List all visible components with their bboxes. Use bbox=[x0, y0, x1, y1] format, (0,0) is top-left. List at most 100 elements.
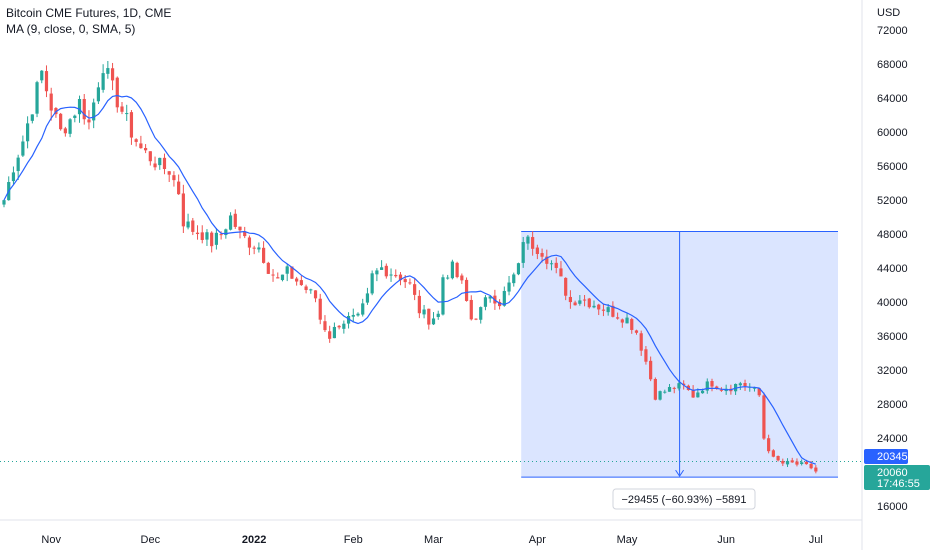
candle bbox=[35, 80, 39, 118]
candle bbox=[59, 112, 63, 131]
candle-body bbox=[280, 274, 285, 281]
candle-body bbox=[738, 383, 742, 386]
candle-body bbox=[649, 360, 653, 380]
candle-body bbox=[125, 113, 129, 115]
candle-body bbox=[158, 157, 162, 166]
candle-body bbox=[521, 242, 525, 263]
candle-body bbox=[431, 318, 436, 325]
candle-body bbox=[762, 395, 766, 439]
candle-body bbox=[592, 305, 596, 308]
candle bbox=[498, 299, 502, 310]
candle-body bbox=[380, 267, 384, 270]
candle bbox=[115, 76, 119, 113]
candle bbox=[776, 455, 780, 462]
candle bbox=[559, 261, 563, 277]
candle bbox=[507, 275, 511, 296]
candle bbox=[394, 269, 398, 278]
candle bbox=[365, 287, 370, 305]
candle bbox=[68, 118, 72, 138]
candle bbox=[573, 300, 577, 306]
candle bbox=[299, 275, 303, 286]
candle-body bbox=[479, 307, 483, 320]
candle bbox=[545, 249, 549, 270]
candle bbox=[129, 110, 134, 145]
candle-body bbox=[77, 99, 82, 115]
candle bbox=[479, 306, 483, 324]
candle-body bbox=[110, 68, 115, 81]
candle bbox=[342, 320, 346, 334]
candle bbox=[578, 295, 582, 306]
candle bbox=[361, 298, 365, 317]
price-tick-label: 68000 bbox=[877, 59, 908, 71]
candle-body bbox=[16, 157, 20, 172]
candle-body bbox=[87, 119, 91, 123]
candle bbox=[266, 261, 270, 275]
candle bbox=[73, 114, 77, 123]
candle-body bbox=[195, 232, 200, 235]
candle-body bbox=[148, 151, 152, 162]
candle-body bbox=[672, 387, 676, 389]
candle-body bbox=[464, 279, 469, 301]
candle-body bbox=[667, 387, 672, 392]
candle bbox=[191, 217, 195, 236]
candle-body bbox=[276, 277, 280, 279]
candle bbox=[488, 295, 492, 303]
candle bbox=[800, 459, 804, 466]
candle bbox=[290, 266, 294, 279]
candle-body bbox=[304, 286, 308, 291]
candle bbox=[516, 262, 521, 276]
measure-label-text: −29455 (−60.93%) −5891 bbox=[621, 494, 746, 506]
time-tick-label: May bbox=[617, 534, 638, 546]
candle-body bbox=[247, 237, 252, 248]
candle bbox=[771, 449, 775, 458]
candle-body bbox=[73, 115, 77, 118]
candle-body bbox=[295, 278, 299, 282]
candle bbox=[11, 166, 16, 185]
candle-body bbox=[804, 461, 808, 465]
candle-body bbox=[35, 82, 39, 114]
candle-body bbox=[526, 236, 530, 244]
candle-body bbox=[375, 270, 379, 275]
price-tick-label: 44000 bbox=[877, 263, 908, 275]
candle-body bbox=[266, 262, 270, 274]
candle-body bbox=[507, 282, 511, 292]
candle-body bbox=[535, 247, 539, 254]
candle-body bbox=[144, 147, 148, 151]
candle-body bbox=[474, 318, 478, 320]
candle bbox=[526, 235, 530, 250]
candle bbox=[82, 93, 86, 125]
candle-body bbox=[630, 319, 634, 330]
candle bbox=[96, 82, 100, 105]
candle-body bbox=[757, 388, 761, 396]
candle bbox=[767, 434, 771, 454]
candle-body bbox=[285, 266, 289, 274]
candle bbox=[92, 98, 96, 129]
candle-body bbox=[785, 460, 790, 465]
candle bbox=[630, 317, 634, 334]
blue-price-tag bbox=[864, 449, 908, 464]
candle-body bbox=[361, 303, 365, 315]
candle-body bbox=[342, 323, 346, 329]
candle-body bbox=[446, 277, 450, 279]
candle bbox=[380, 260, 384, 270]
price-tick-label: 32000 bbox=[877, 365, 908, 377]
candle-body bbox=[96, 87, 100, 102]
candle bbox=[304, 284, 308, 294]
candle bbox=[790, 457, 794, 463]
candle bbox=[181, 184, 185, 233]
candle bbox=[592, 300, 596, 309]
candle-body bbox=[696, 392, 700, 398]
candle-body bbox=[186, 221, 190, 228]
candle bbox=[568, 290, 572, 309]
candle bbox=[531, 231, 535, 256]
candle bbox=[7, 176, 11, 201]
candle-body bbox=[177, 181, 181, 195]
candle bbox=[276, 272, 280, 279]
candle-body bbox=[26, 123, 30, 142]
candle-body bbox=[488, 296, 492, 299]
candle bbox=[620, 318, 624, 328]
candle-body bbox=[243, 232, 247, 237]
candle-body bbox=[290, 266, 294, 279]
candle bbox=[257, 242, 261, 253]
